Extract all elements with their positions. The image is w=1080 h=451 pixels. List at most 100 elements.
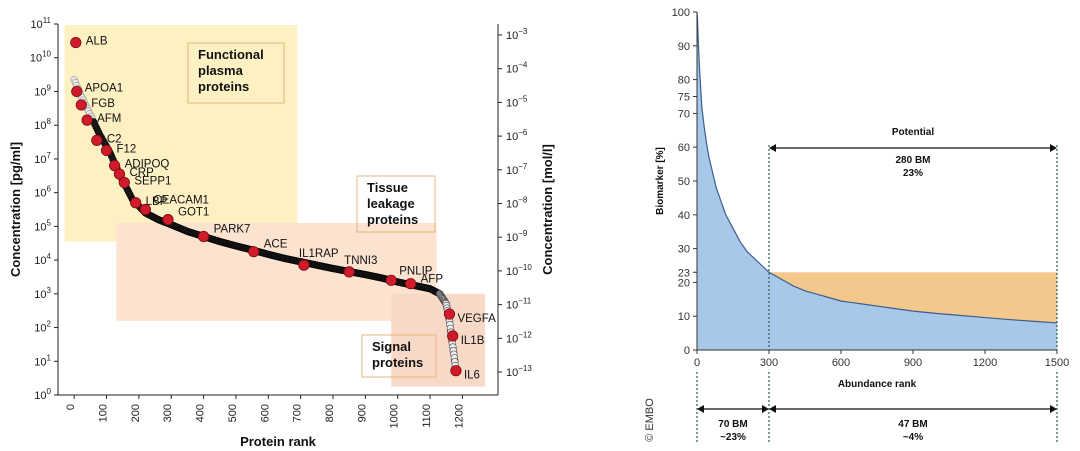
protein-label-sepp1: SEPP1 xyxy=(134,176,171,188)
potential-arrow-head xyxy=(1050,144,1057,152)
left-pct: ~23% xyxy=(720,432,746,443)
x-tick-label: 200 xyxy=(130,404,142,422)
highlighted-protein xyxy=(343,266,355,278)
y2-tick-label: 10−3 xyxy=(506,27,528,42)
r-x-tick-label: 600 xyxy=(832,357,850,369)
protein-label-got1: GOT1 xyxy=(178,207,209,219)
protein-label-il1b: IL1B xyxy=(461,335,485,347)
protein-label-pnlip: PNLIP xyxy=(399,265,433,277)
protein-label-lbp: LBP xyxy=(146,196,168,208)
protein-label-ace: ACE xyxy=(264,239,288,251)
y-tick-label: 105 xyxy=(34,218,51,233)
x-tick-label: 800 xyxy=(324,404,336,422)
potential-pct: 23% xyxy=(903,168,923,179)
r-x-tick-label: 1500 xyxy=(1045,357,1069,369)
protein-label-tnni3: TNNI3 xyxy=(344,255,377,267)
signal-label-box xyxy=(361,334,437,378)
x-tick-label: 400 xyxy=(195,404,207,422)
y-tick-label: 100 xyxy=(34,387,51,402)
r-x-tick-label: 900 xyxy=(904,357,922,369)
left-arrow-head xyxy=(697,405,704,413)
x-tick-label: 500 xyxy=(227,404,239,422)
right-arrow-head xyxy=(1050,405,1057,413)
protein-label-park7: PARK7 xyxy=(214,223,251,235)
r-y-tick-label: 20 xyxy=(678,277,690,289)
highlighted-protein xyxy=(75,99,87,111)
y2-tick-label: 10−9 xyxy=(506,229,528,244)
r-y-tick-label: 40 xyxy=(678,210,690,222)
y-axis-title: Concentration [pg/ml] xyxy=(8,142,23,277)
x-tick-label: 1000 xyxy=(389,404,401,428)
r-y-tick-label: 75 xyxy=(678,92,690,104)
embo-credit: © EMBO xyxy=(644,398,656,442)
functional-label-box xyxy=(187,42,285,104)
protein-label-vegfa: VEGFA xyxy=(457,313,496,325)
y-tick-label: 108 xyxy=(34,117,51,132)
highlighted-protein xyxy=(81,114,93,126)
y2-tick-label: 10−5 xyxy=(506,94,528,109)
functional-label-line: proteins xyxy=(198,79,249,94)
biomarker-area xyxy=(697,12,1057,350)
highlighted-protein xyxy=(443,308,456,320)
highlighted-protein xyxy=(130,197,142,209)
highlighted-protein xyxy=(298,259,310,271)
x-tick-label: 0 xyxy=(65,404,77,410)
y-tick-label: 107 xyxy=(34,151,51,166)
y-tick-label: 1010 xyxy=(30,50,52,65)
x-tick-label: 900 xyxy=(356,404,368,422)
potential-title: Potential xyxy=(892,127,934,138)
potential-count: 280 BM xyxy=(895,155,930,166)
protein-label-ceacam1: CEACAM1 xyxy=(153,195,209,207)
y-tick-label: 101 xyxy=(34,353,51,368)
y-tick-label: 104 xyxy=(34,252,51,267)
signal-label-line: Signal xyxy=(372,339,411,354)
tissue-label-line: proteins xyxy=(367,212,418,227)
highlighted-protein xyxy=(91,134,103,146)
r-y-tick-label: 90 xyxy=(678,41,690,53)
y2-axis-title: Concentration [mol/l] xyxy=(540,144,555,275)
potential-arrow-head xyxy=(769,144,776,152)
y-tick-label: 1011 xyxy=(30,16,51,31)
r-x-tick-label: 0 xyxy=(694,357,700,369)
highlighted-protein xyxy=(71,85,83,98)
tissue-region xyxy=(116,222,437,321)
highlighted-protein xyxy=(100,144,113,157)
highlighted-protein xyxy=(385,274,397,286)
functional-label-line: Functional xyxy=(198,47,264,62)
highlighted-protein xyxy=(162,214,174,226)
protein-label-adipoq: ADIPOQ xyxy=(125,159,170,171)
x-tick-label: 300 xyxy=(162,404,174,422)
highlighted-protein xyxy=(109,160,121,172)
protein-concentration-chart: FunctionalplasmaproteinsTissueleakagepro… xyxy=(8,16,555,449)
right-arrow-head xyxy=(769,405,776,413)
x-tick-label: 1100 xyxy=(421,404,433,428)
signal-region xyxy=(391,293,486,387)
protein-label-fgb: FGB xyxy=(91,98,115,110)
y2-tick-label: 10−13 xyxy=(506,364,532,379)
protein-label-apoa1: APOA1 xyxy=(85,82,123,94)
x-axis-title: Protein rank xyxy=(240,434,317,449)
r-x-tick-label: 300 xyxy=(760,357,778,369)
r-y-axis-title: Biomarker [%] xyxy=(655,147,666,215)
protein-label-f12: F12 xyxy=(117,143,137,155)
x-tick-label: 100 xyxy=(98,404,110,422)
left-count: 70 BM xyxy=(718,419,747,430)
r-x-axis-title: Abundance rank xyxy=(838,379,917,390)
right-count: 47 BM xyxy=(898,419,927,430)
left-arrow-head xyxy=(762,405,769,413)
r-y-tick-label: 10 xyxy=(678,311,690,323)
protein-label-il1rap: IL1RAP xyxy=(299,248,339,260)
y2-tick-label: 10−7 xyxy=(506,162,528,177)
tissue-label-line: Tissue xyxy=(367,180,408,195)
x-tick-label: 1200 xyxy=(453,404,465,428)
highlighted-protein xyxy=(405,278,417,290)
protein-label-crp: CRP xyxy=(129,167,154,179)
protein-label-alb: ALB xyxy=(86,36,108,48)
protein-label-il6: IL6 xyxy=(464,370,480,382)
r-y-tick-label: 0 xyxy=(684,345,690,357)
highlighted-protein xyxy=(139,203,151,216)
y2-tick-label: 10−10 xyxy=(506,263,532,278)
highlighted-protein xyxy=(197,230,210,243)
highlighted-protein xyxy=(450,365,462,377)
